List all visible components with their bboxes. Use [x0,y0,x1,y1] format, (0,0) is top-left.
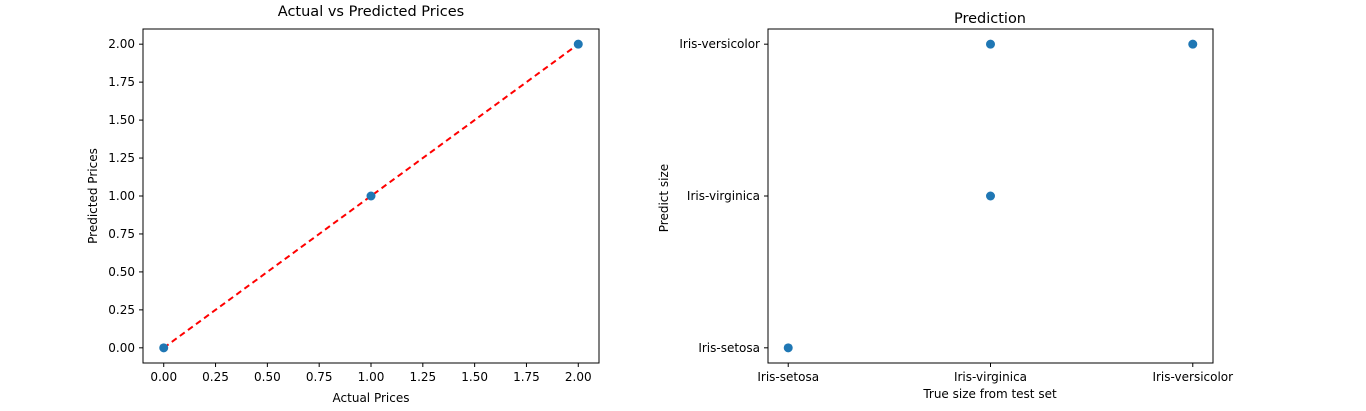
chart-title-right: Prediction [954,11,1026,27]
data-point [986,39,995,49]
y-tick-label: 0.25 [108,303,135,317]
data-point [159,343,169,353]
data-point [783,343,793,353]
y-tick-label: Iris-virginica [687,189,760,203]
y-axis-label-right: Predict size [657,164,671,232]
y-axis-label-left: Predicted Prices [86,148,100,244]
x-tick-label: Iris-versicolor [1152,370,1233,384]
y-tick-label: 0.00 [108,341,135,355]
x-tick-label: 1.00 [358,370,385,384]
y-tick-label: 1.25 [108,151,135,165]
reference-line [163,43,579,349]
y-tick-label: 1.75 [108,75,135,89]
actual-vs-predicted-chart: 0.00 0.25 0.50 0.75 1.00 1.25 1.50 1.75 2.00 0.0… [86,4,600,405]
data-point [573,39,583,49]
x-tick-label: 0.75 [306,370,333,384]
data-point [986,191,995,201]
x-tick-label: 2.00 [565,370,592,384]
data-point [1188,39,1198,49]
y-tick-label: Iris-setosa [698,341,760,355]
y-tick-label: 0.50 [108,265,135,279]
prediction-chart: Iris-setosa Iris-virginica Iris-versicolor… [657,11,1233,401]
x-tick-label: 1.25 [409,370,436,384]
x-tick-label: 1.50 [461,370,488,384]
x-axis-label-left: Actual Prices [333,391,410,405]
chart-title-left: Actual vs Predicted Prices [278,4,464,20]
y-tick-label: Iris-versicolor [679,37,760,51]
x-tick-label: 0.25 [202,370,229,384]
x-axis-label-right: True size from test set [922,387,1057,401]
y-tick-label: 1.00 [108,189,135,203]
y-tick-label: 1.50 [108,113,135,127]
x-tick-label: Iris-virginica [954,370,1027,384]
y-tick-label: 2.00 [108,37,135,51]
x-tick-label: 1.75 [513,370,540,384]
y-tick-label: 0.75 [108,227,135,241]
x-tick-label: 0.00 [150,370,177,384]
data-point [366,191,376,201]
x-tick-label: Iris-setosa [757,370,819,384]
x-tick-label: 0.50 [254,370,281,384]
